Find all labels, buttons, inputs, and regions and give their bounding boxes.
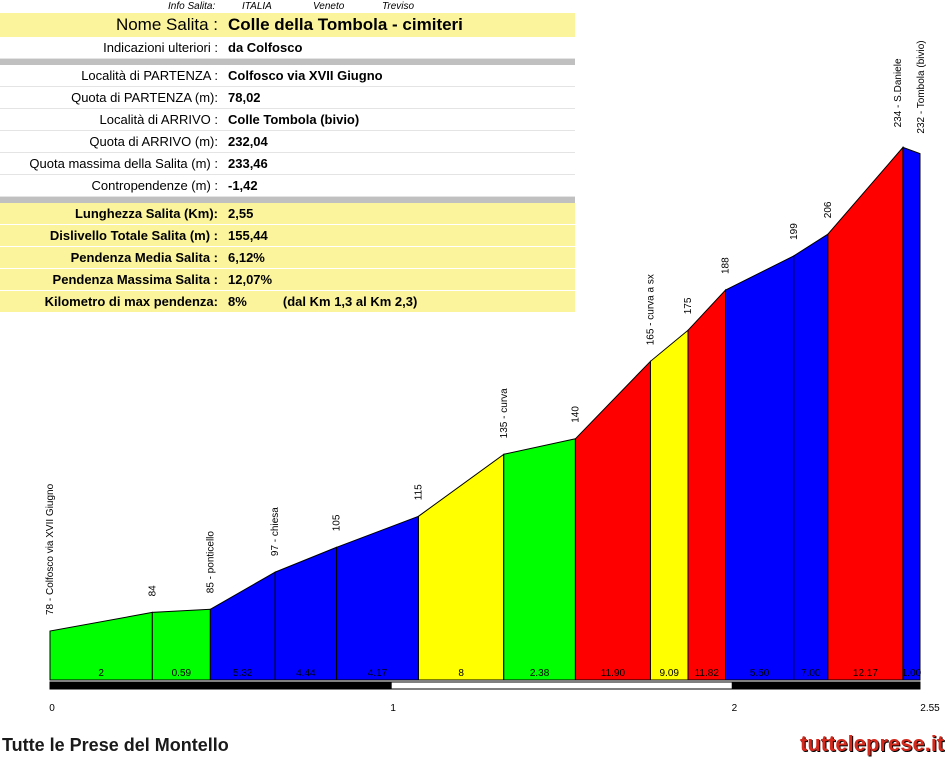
- profile-segment: [504, 439, 576, 680]
- altitude-label: 97 - chiesa: [270, 507, 281, 556]
- altitude-label: 232 - Tombola (bivio): [916, 40, 927, 133]
- segment-gradient-label: 2.38: [530, 668, 550, 679]
- profile-segment: [688, 290, 726, 680]
- altitude-label: 85 - ponticello: [205, 531, 216, 594]
- profile-segment: [726, 256, 794, 680]
- profile-segment: [210, 572, 275, 680]
- altitude-label: 234 - S.Daniele: [893, 58, 904, 127]
- profile-segment: [828, 147, 903, 680]
- altitude-label: 115: [413, 484, 424, 500]
- profile-segment: [575, 361, 650, 680]
- segment-gradient-label: 4.17: [368, 668, 388, 679]
- altitude-label: 78 - Colfosco via XVII Giugno: [45, 483, 56, 615]
- altitude-label: 175: [683, 297, 694, 314]
- profile-segment: [337, 516, 419, 680]
- km-bar-segment: [732, 682, 920, 689]
- segment-gradient-label: 11.90: [601, 668, 626, 679]
- profile-segment: [794, 234, 828, 680]
- segment-gradient-label: 8: [458, 668, 464, 679]
- altitude-label: 188: [721, 257, 732, 274]
- profile-segment: [275, 547, 336, 680]
- segment-gradient-label: 5.32: [233, 668, 253, 679]
- km-bar-segment: [391, 682, 732, 689]
- segment-gradient-label: 9.09: [660, 668, 680, 679]
- altitude-label: 165 - curva a sx: [645, 274, 656, 345]
- altitude-label: 84: [147, 585, 158, 597]
- km-tick-label: 0: [49, 703, 55, 714]
- altitude-label: 135 - curva: [499, 388, 510, 438]
- logo-tutteleprese-site: tutteleprese.it: [800, 731, 944, 757]
- segment-gradient-label: 7.00: [801, 668, 821, 679]
- profile-segment: [418, 454, 503, 680]
- segment-gradient-label: 2: [98, 668, 104, 679]
- segment-gradient-label: 1.00: [902, 668, 922, 679]
- altitude-label: 199: [789, 223, 800, 240]
- logo-tutte-le-prese: Tutte le Prese del Montello: [2, 735, 229, 756]
- profile-segment: [650, 330, 688, 680]
- segment-gradient-label: 4.44: [296, 668, 316, 679]
- km-tick-label: 2: [732, 703, 738, 714]
- altitude-label: 206: [823, 201, 834, 218]
- km-tick-label: 2.55: [920, 703, 940, 714]
- segment-gradient-label: 12.17: [853, 668, 878, 679]
- segment-gradient-label: 5.50: [750, 668, 770, 679]
- segment-gradient-label: 0.59: [172, 668, 192, 679]
- km-tick-label: 1: [390, 703, 396, 714]
- km-bar-segment: [50, 682, 391, 689]
- profile-segment: [903, 147, 920, 680]
- altitude-label: 140: [570, 406, 581, 423]
- segment-gradient-label: 11.82: [695, 668, 720, 679]
- altitude-label: 105: [332, 514, 343, 531]
